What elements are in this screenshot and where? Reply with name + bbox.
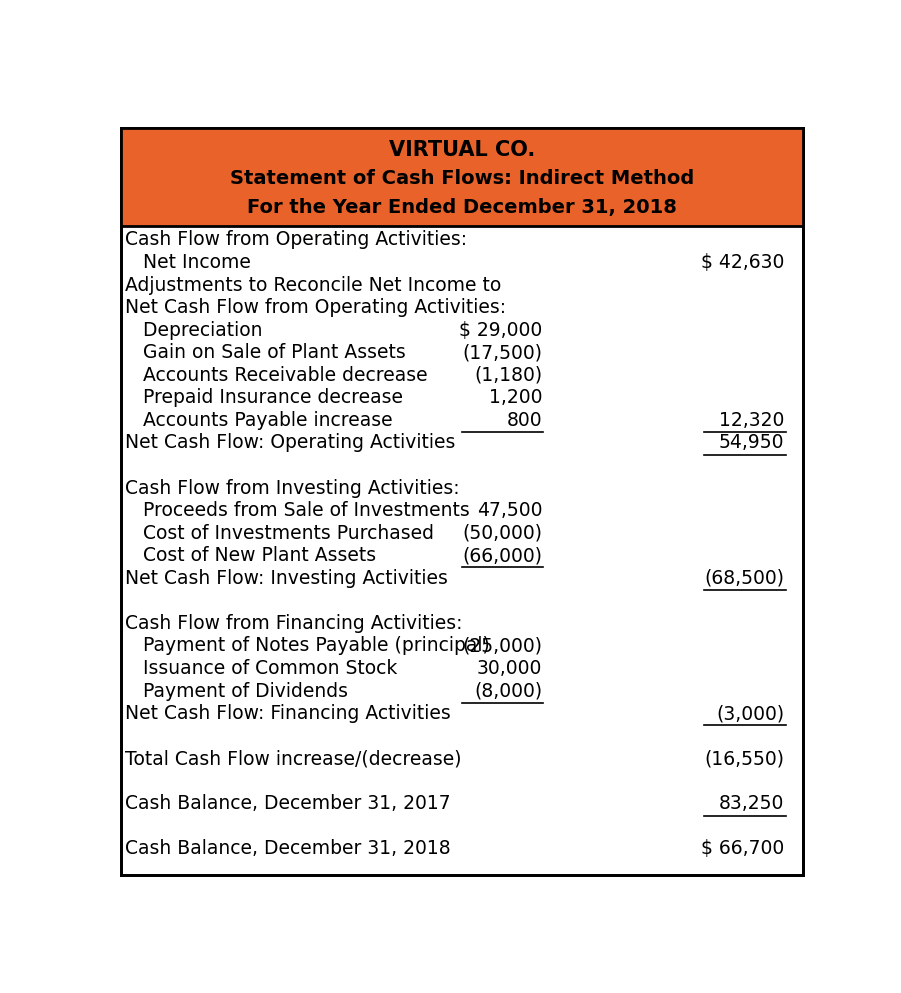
Text: Accounts Receivable decrease: Accounts Receivable decrease [125,365,428,385]
Text: (66,000): (66,000) [462,546,542,565]
Text: (3,000): (3,000) [716,704,785,723]
Text: Cash Balance, December 31, 2017: Cash Balance, December 31, 2017 [125,794,450,813]
Text: Issuance of Common Stock: Issuance of Common Stock [125,659,397,678]
Text: (17,500): (17,500) [462,344,542,362]
Text: Net Cash Flow: Investing Activities: Net Cash Flow: Investing Activities [125,569,448,588]
Bar [121,128,803,226]
Text: (8,000): (8,000) [474,681,542,701]
Text: Net Cash Flow: Operating Activities: Net Cash Flow: Operating Activities [125,434,456,453]
Text: VIRTUAL CO.: VIRTUAL CO. [388,140,535,160]
Text: Cost of New Plant Assets: Cost of New Plant Assets [125,546,377,565]
Text: $ 42,630: $ 42,630 [701,253,785,272]
Text: Payment of Dividends: Payment of Dividends [125,681,348,701]
Text: Prepaid Insurance decrease: Prepaid Insurance decrease [125,388,403,407]
Text: 1,200: 1,200 [488,388,542,407]
Text: Cost of Investments Purchased: Cost of Investments Purchased [125,523,434,543]
Text: Net Income: Net Income [125,253,251,272]
Text: Statement of Cash Flows: Indirect Method: Statement of Cash Flows: Indirect Method [230,169,694,189]
Text: For the Year Ended December 31, 2018: For the Year Ended December 31, 2018 [247,199,677,217]
Text: Net Cash Flow: Financing Activities: Net Cash Flow: Financing Activities [125,704,450,723]
Text: Cash Flow from Financing Activities:: Cash Flow from Financing Activities: [125,614,463,633]
Text: 47,500: 47,500 [477,501,542,520]
Text: Adjustments to Reconcile Net Income to: Adjustments to Reconcile Net Income to [125,276,502,295]
Text: $ 29,000: $ 29,000 [459,321,542,340]
Text: Proceeds from Sale of Investments: Proceeds from Sale of Investments [125,501,470,520]
Text: Depreciation: Depreciation [125,321,263,340]
Text: Net Cash Flow from Operating Activities:: Net Cash Flow from Operating Activities: [125,298,506,317]
Text: Gain on Sale of Plant Assets: Gain on Sale of Plant Assets [125,344,406,362]
Text: (25,000): (25,000) [462,637,542,655]
Text: (68,500): (68,500) [705,569,785,588]
Text: 30,000: 30,000 [477,659,542,678]
Text: (1,180): (1,180) [474,365,542,385]
Text: 54,950: 54,950 [719,434,785,453]
Text: Cash Flow from Operating Activities:: Cash Flow from Operating Activities: [125,230,468,249]
Text: Cash Flow from Investing Activities:: Cash Flow from Investing Activities: [125,479,460,497]
Text: Total Cash Flow increase/(decrease): Total Cash Flow increase/(decrease) [125,750,461,769]
Text: 12,320: 12,320 [719,411,785,430]
Text: (50,000): (50,000) [462,523,542,543]
Text: Payment of Notes Payable (principal): Payment of Notes Payable (principal) [125,637,490,655]
Text: 83,250: 83,250 [719,794,785,813]
Text: 800: 800 [506,411,542,430]
Text: $ 66,700: $ 66,700 [701,839,785,859]
Text: (16,550): (16,550) [705,750,785,769]
Text: Cash Balance, December 31, 2018: Cash Balance, December 31, 2018 [125,839,450,859]
Text: Accounts Payable increase: Accounts Payable increase [125,411,393,430]
